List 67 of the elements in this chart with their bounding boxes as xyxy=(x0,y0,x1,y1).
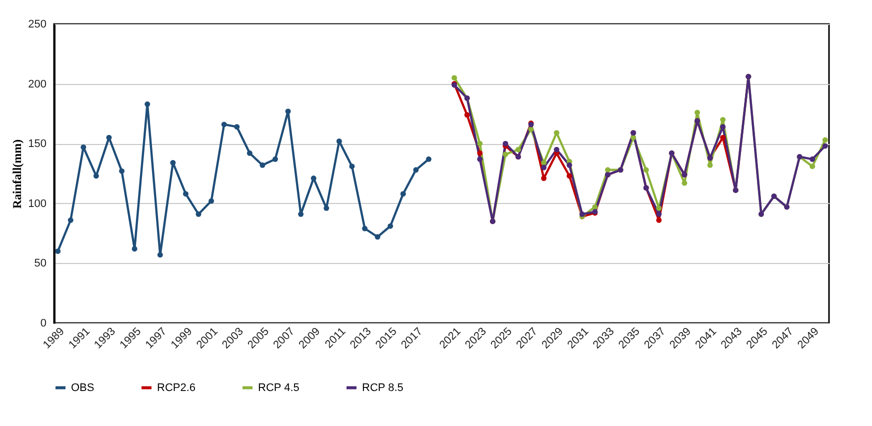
legend-label: RCP2.6 xyxy=(157,382,196,394)
y-tick-label: 0 xyxy=(40,318,46,330)
point xyxy=(566,162,572,168)
legend-label: OBS xyxy=(71,382,94,394)
point xyxy=(221,122,227,128)
point xyxy=(605,167,610,173)
point xyxy=(234,124,240,130)
point xyxy=(822,143,828,149)
point xyxy=(413,167,419,173)
point xyxy=(298,211,304,217)
point xyxy=(541,164,547,170)
point xyxy=(119,168,125,174)
point xyxy=(810,164,816,170)
point xyxy=(682,180,688,186)
point xyxy=(502,140,508,146)
point xyxy=(566,173,572,179)
point xyxy=(822,137,828,143)
point xyxy=(272,156,278,162)
point xyxy=(349,164,355,170)
point xyxy=(400,191,406,197)
point xyxy=(374,234,380,240)
point xyxy=(694,110,700,116)
point xyxy=(528,126,534,132)
point xyxy=(68,217,74,223)
point xyxy=(157,252,163,258)
point xyxy=(554,146,560,152)
point xyxy=(720,116,726,122)
point xyxy=(426,156,432,162)
point xyxy=(132,246,138,252)
point xyxy=(656,205,662,211)
point xyxy=(55,248,61,254)
point xyxy=(515,146,521,152)
point xyxy=(477,156,483,162)
point xyxy=(182,191,188,197)
point xyxy=(196,211,202,217)
point xyxy=(630,134,636,140)
point xyxy=(170,160,176,166)
point xyxy=(208,198,214,204)
point xyxy=(336,138,342,144)
legend-label: RCP 4.5 xyxy=(258,382,300,394)
point xyxy=(502,152,508,158)
point xyxy=(579,211,585,217)
y-axis-title: Rainfall(mm) xyxy=(10,139,24,209)
point xyxy=(541,160,547,166)
point xyxy=(720,134,726,140)
point xyxy=(260,162,266,168)
point xyxy=(388,223,394,229)
point xyxy=(810,156,816,162)
point xyxy=(144,101,150,107)
legend-label: RCP 8.5 xyxy=(362,382,404,394)
y-tick-label: 200 xyxy=(28,78,46,90)
y-tick-label: 150 xyxy=(28,138,46,150)
point xyxy=(643,167,649,173)
point xyxy=(285,108,291,114)
point xyxy=(80,144,86,150)
y-tick-label: 250 xyxy=(28,18,46,30)
point xyxy=(554,130,560,136)
point xyxy=(246,150,252,156)
point xyxy=(362,226,368,232)
point xyxy=(464,112,470,118)
y-tick-label: 50 xyxy=(34,258,46,270)
point xyxy=(477,140,483,146)
point xyxy=(541,176,547,182)
y-tick-label: 100 xyxy=(28,198,46,210)
point xyxy=(106,134,112,140)
point xyxy=(452,75,458,81)
point xyxy=(477,150,483,156)
